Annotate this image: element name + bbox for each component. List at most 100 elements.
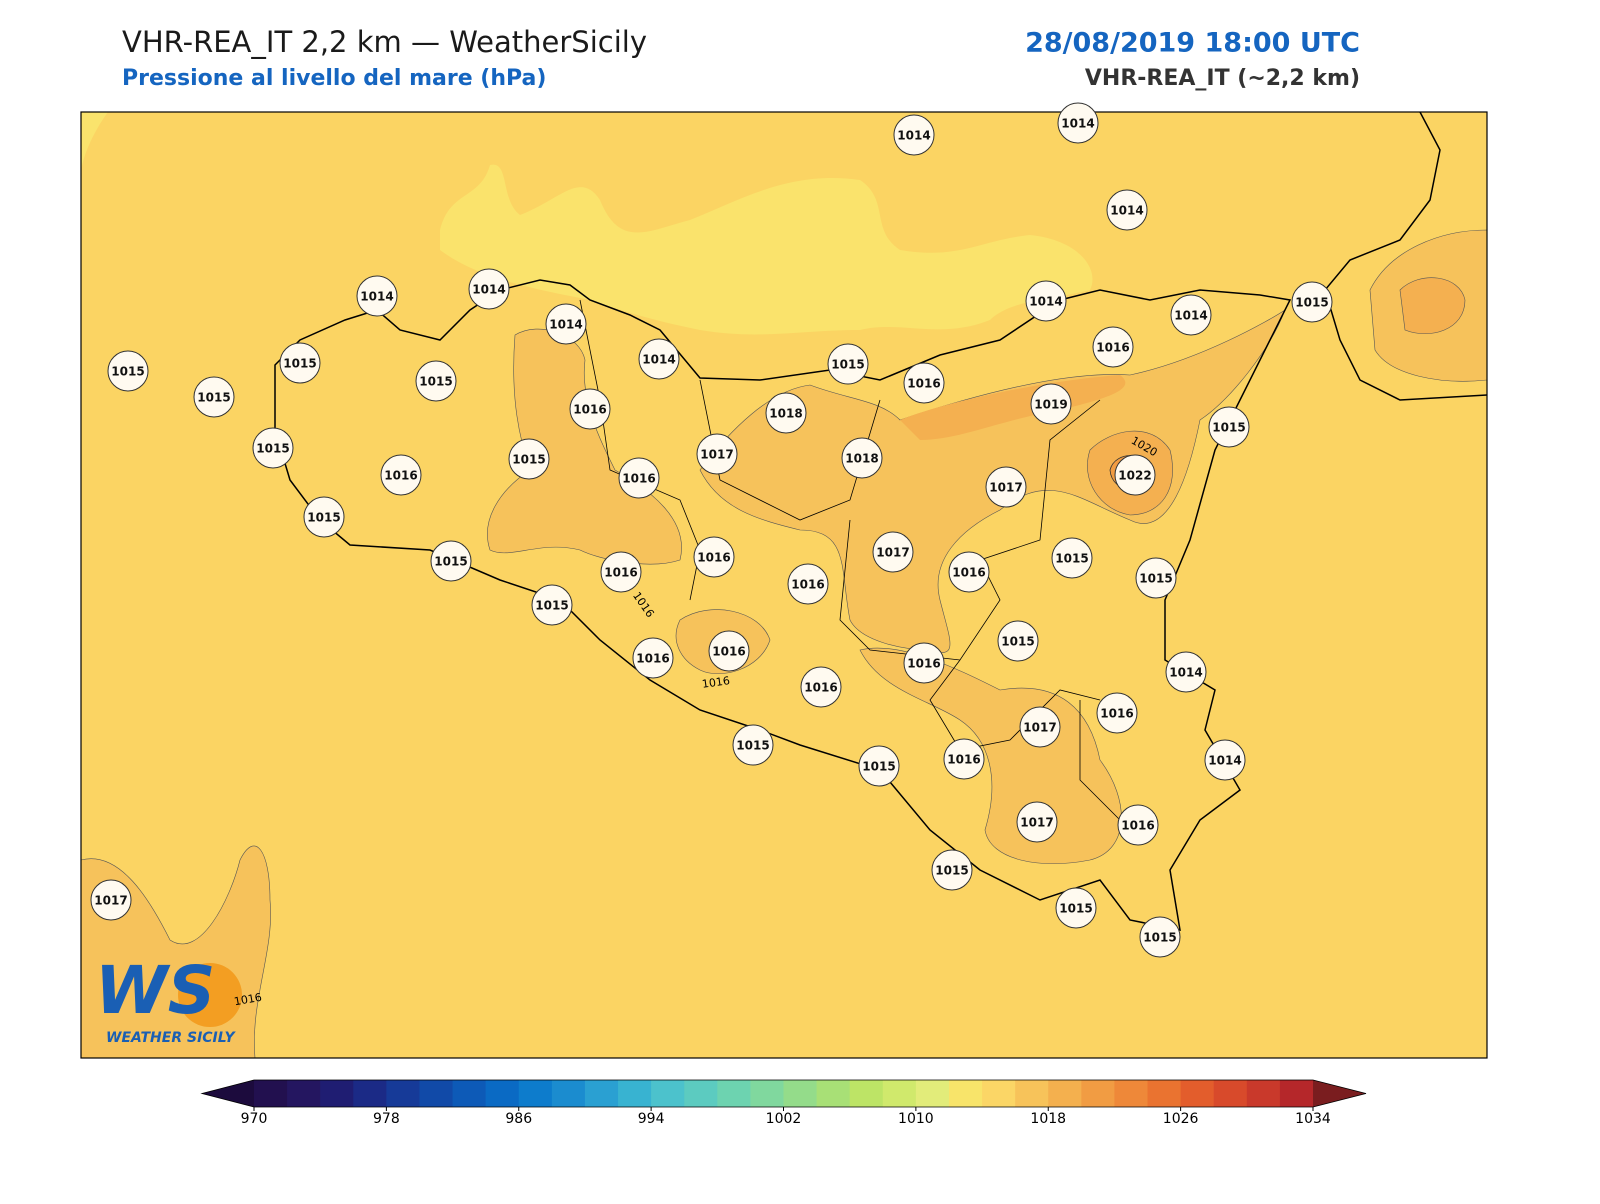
station: 1015	[430, 540, 472, 582]
station-marker	[638, 338, 680, 380]
station: 1015	[931, 849, 973, 891]
station-value: 1015	[1059, 902, 1092, 916]
station-marker	[985, 466, 1027, 508]
station-marker	[252, 427, 294, 469]
station: 1014	[1106, 189, 1148, 231]
station-value: 1017	[876, 546, 909, 560]
colorbar-bin	[816, 1080, 851, 1107]
colorbar-over	[1313, 1080, 1366, 1107]
station: 1016	[787, 563, 829, 605]
station: 1015	[279, 342, 321, 384]
station-value: 1016	[697, 551, 730, 565]
station-value: 1015	[535, 599, 568, 613]
station-value: 1014	[642, 353, 675, 367]
station: 1015	[508, 438, 550, 480]
contour-label: 1016	[233, 991, 263, 1009]
colorbar-bin	[1147, 1080, 1182, 1107]
station-marker	[193, 376, 235, 418]
station-marker	[1096, 692, 1138, 734]
station: 1014	[638, 338, 680, 380]
station-marker	[1170, 294, 1212, 336]
station-marker	[1030, 383, 1072, 425]
colorbar-bin	[982, 1080, 1016, 1107]
station-value: 1018	[769, 407, 802, 421]
station: 1016	[600, 551, 642, 593]
station: 1015	[252, 427, 294, 469]
station-marker	[1204, 739, 1246, 781]
station-value: 1015	[736, 739, 769, 753]
station-value: 1017	[989, 481, 1022, 495]
station: 1019	[1030, 383, 1072, 425]
colorbar-bin	[717, 1080, 751, 1107]
station-marker	[1092, 326, 1134, 368]
station: 1014	[1057, 102, 1099, 144]
colorbar-tick-label: 1034	[1295, 1111, 1331, 1127]
station-marker	[1051, 537, 1093, 579]
station: 1015	[1055, 887, 1097, 929]
station-marker	[943, 738, 985, 780]
station: 1016	[569, 388, 611, 430]
station: 1018	[765, 392, 807, 434]
station-value: 1015	[307, 511, 340, 525]
contour-label: 1016	[701, 674, 731, 691]
station-marker	[1117, 804, 1159, 846]
station: 1016	[903, 642, 945, 684]
station: 1016	[1117, 804, 1159, 846]
model: VHR-REA_IT (~2,2 km)	[1085, 66, 1360, 91]
station-marker	[569, 388, 611, 430]
station: 1015	[997, 620, 1039, 662]
colorbar-tick-label: 970	[241, 1111, 268, 1127]
station-value: 1015	[283, 357, 316, 371]
station-marker	[600, 551, 642, 593]
station-marker	[708, 630, 750, 672]
station-value: 1018	[845, 452, 878, 466]
station-marker	[415, 360, 457, 402]
colorbar-bin	[750, 1080, 784, 1107]
station-value: 1016	[907, 377, 940, 391]
station-value: 1016	[947, 753, 980, 767]
station-marker	[1106, 189, 1148, 231]
station: 1014	[893, 114, 935, 156]
station-marker	[732, 724, 774, 766]
station-marker	[997, 620, 1039, 662]
field-low	[81, 112, 108, 170]
station-value: 1016	[604, 566, 637, 580]
station-value: 1016	[804, 681, 837, 695]
field-high	[1399, 277, 1466, 334]
station: 1015	[1291, 281, 1333, 323]
station-value: 1016	[1121, 819, 1154, 833]
station-marker	[531, 584, 573, 626]
colorbar-under	[202, 1080, 254, 1107]
station-marker	[1055, 887, 1097, 929]
station: 1022	[1114, 454, 1156, 496]
colorbar-bin	[915, 1080, 950, 1107]
station: 1016	[1092, 326, 1134, 368]
station-marker	[787, 563, 829, 605]
colorbar-bin	[320, 1080, 354, 1107]
colorbar-bin	[1279, 1080, 1314, 1107]
station: 1014	[356, 275, 398, 317]
station-value: 1017	[1020, 816, 1053, 830]
station-marker	[468, 268, 510, 310]
station-marker	[1016, 801, 1058, 843]
colorbar-bin	[882, 1080, 917, 1107]
station-value: 1015	[1055, 552, 1088, 566]
station-marker	[1135, 557, 1177, 599]
station: 1014	[1204, 739, 1246, 781]
station-value: 1019	[1034, 398, 1067, 412]
field-high	[900, 375, 1126, 440]
station-value: 1015	[1295, 296, 1328, 310]
colorbar-bin	[1180, 1080, 1215, 1107]
station-marker	[1165, 651, 1207, 693]
station-marker	[1057, 102, 1099, 144]
colorbar-bin	[419, 1080, 454, 1107]
station: 1016	[632, 637, 674, 679]
colorbar-bin	[1081, 1080, 1115, 1107]
colorbar-bin	[1213, 1080, 1248, 1107]
colorbar-bin	[485, 1080, 520, 1107]
station: 1016	[943, 738, 985, 780]
colorbar-tick-label: 986	[505, 1111, 532, 1127]
station-value: 1016	[907, 657, 940, 671]
station: 1017	[696, 433, 738, 475]
